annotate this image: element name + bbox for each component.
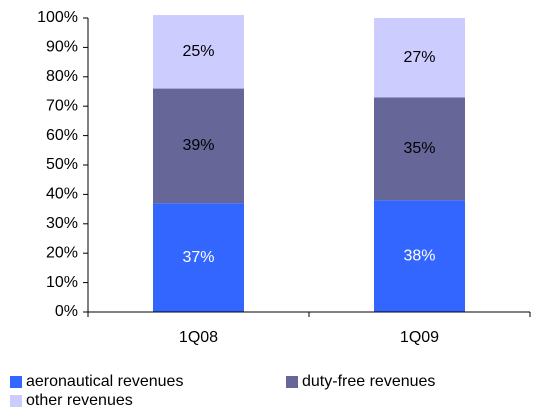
legend-swatch bbox=[286, 376, 298, 388]
y-tick-label: 40% bbox=[46, 186, 78, 203]
data-label: 39% bbox=[182, 137, 214, 154]
y-tick-label: 50% bbox=[46, 156, 78, 173]
y-tick-label: 70% bbox=[46, 97, 78, 114]
legend-swatch bbox=[10, 376, 22, 388]
bar-segment bbox=[153, 203, 244, 312]
bar-segment bbox=[374, 18, 465, 98]
legend-swatch bbox=[10, 395, 22, 407]
bar-segment bbox=[374, 200, 465, 312]
y-tick-label: 30% bbox=[46, 215, 78, 232]
data-label: 37% bbox=[182, 249, 214, 266]
y-tick-label: 90% bbox=[46, 39, 78, 56]
bar-segment bbox=[374, 97, 465, 201]
data-label: 35% bbox=[403, 140, 435, 157]
y-tick-label: 10% bbox=[46, 274, 78, 291]
y-tick-label: 60% bbox=[46, 127, 78, 144]
x-tick-label: 1Q08 bbox=[179, 329, 218, 346]
y-tick-label: 20% bbox=[46, 244, 78, 261]
legend-label: duty-free revenues bbox=[302, 373, 435, 390]
bar-segment bbox=[153, 88, 244, 204]
x-tick-label: 1Q09 bbox=[400, 329, 439, 346]
y-tick-label: 0% bbox=[55, 303, 78, 320]
data-label: 25% bbox=[182, 43, 214, 60]
data-label: 38% bbox=[403, 247, 435, 264]
y-tick-label: 100% bbox=[37, 9, 78, 26]
bar-segment bbox=[153, 15, 244, 89]
data-label: 27% bbox=[403, 49, 435, 66]
legend-label: aeronautical revenues bbox=[26, 373, 183, 390]
y-tick-label: 80% bbox=[46, 68, 78, 85]
legend-label: other revenues bbox=[26, 392, 133, 409]
